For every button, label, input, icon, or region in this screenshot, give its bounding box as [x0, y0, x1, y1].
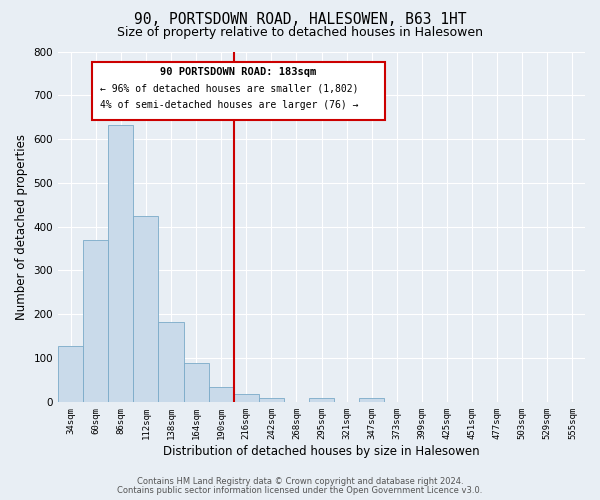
Text: Size of property relative to detached houses in Halesowen: Size of property relative to detached ho…: [117, 26, 483, 39]
Bar: [108, 125, 133, 402]
Bar: [209, 386, 233, 402]
FancyBboxPatch shape: [92, 62, 385, 120]
Bar: [259, 398, 284, 402]
Text: Contains public sector information licensed under the Open Government Licence v3: Contains public sector information licen…: [118, 486, 482, 495]
Y-axis label: Number of detached properties: Number of detached properties: [15, 134, 28, 320]
Bar: [184, 364, 209, 402]
Text: ← 96% of detached houses are smaller (1,802): ← 96% of detached houses are smaller (1,…: [100, 84, 359, 94]
Bar: [58, 346, 83, 402]
Bar: [83, 240, 108, 402]
X-axis label: Distribution of detached houses by size in Halesowen: Distribution of detached houses by size …: [163, 444, 480, 458]
Bar: [158, 322, 184, 402]
Bar: [133, 216, 158, 402]
Bar: [233, 394, 259, 402]
Text: 90 PORTSDOWN ROAD: 183sqm: 90 PORTSDOWN ROAD: 183sqm: [160, 68, 317, 78]
Bar: [359, 398, 384, 402]
Bar: [309, 398, 334, 402]
Text: 4% of semi-detached houses are larger (76) →: 4% of semi-detached houses are larger (7…: [100, 100, 359, 110]
Text: Contains HM Land Registry data © Crown copyright and database right 2024.: Contains HM Land Registry data © Crown c…: [137, 477, 463, 486]
Text: 90, PORTSDOWN ROAD, HALESOWEN, B63 1HT: 90, PORTSDOWN ROAD, HALESOWEN, B63 1HT: [134, 12, 466, 28]
